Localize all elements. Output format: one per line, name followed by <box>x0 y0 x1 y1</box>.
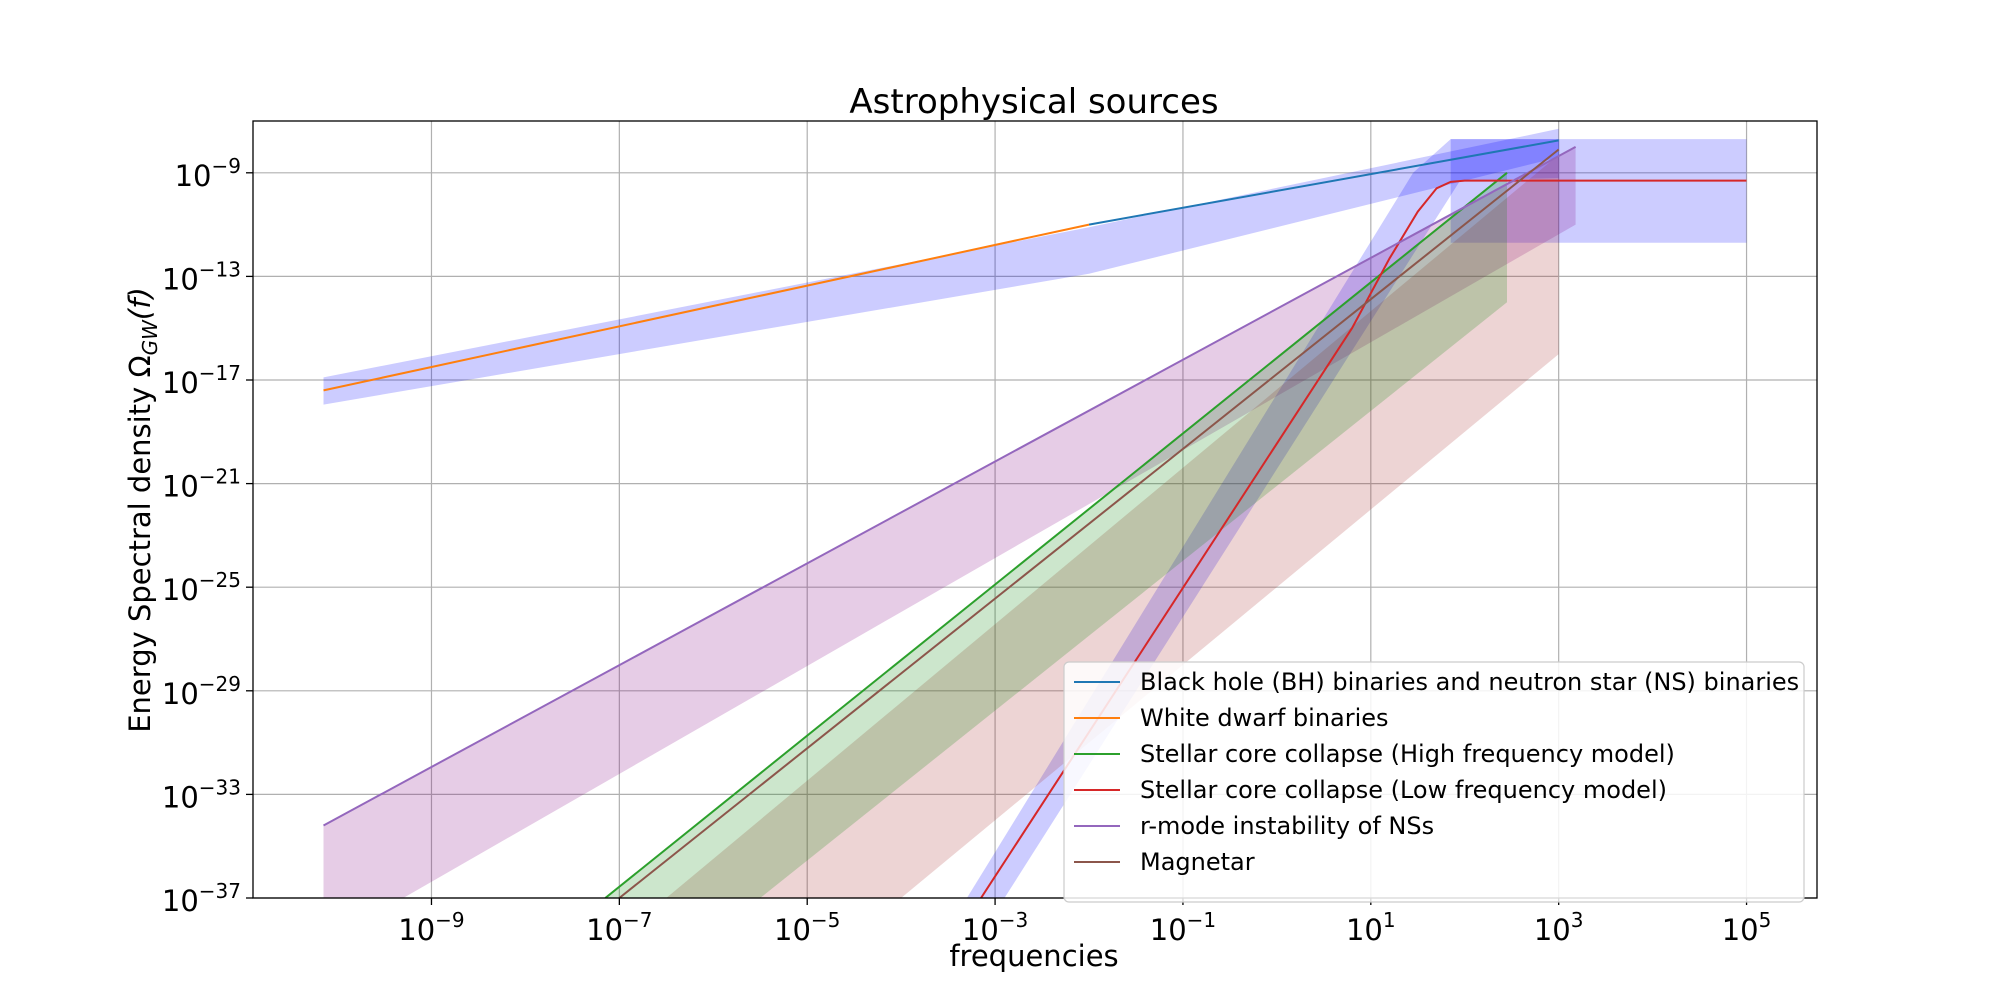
x-tick-label: 10−9 <box>398 908 464 947</box>
y-axis-label-main: Energy Spectral density Ω <box>123 355 157 732</box>
y-axis-label-arg: (f) <box>123 287 157 320</box>
y-axis-label-sub: GW <box>138 319 162 355</box>
legend-label: Black hole (BH) binaries and neutron sta… <box>1140 668 1799 696</box>
uncertainty-band <box>323 128 1559 405</box>
y-tick-label: 10−37 <box>162 879 241 918</box>
uncertainty-band <box>666 154 1559 898</box>
x-tick-label: 105 <box>1722 908 1772 947</box>
uncertainty-band <box>1450 139 1747 243</box>
legend: Black hole (BH) binaries and neutron sta… <box>1063 661 1805 903</box>
series-line <box>980 179 1747 898</box>
x-tick-label: 10−7 <box>586 908 652 947</box>
legend-label: r-mode instability of NSs <box>1140 812 1434 840</box>
y-tick-label: 10−17 <box>162 361 241 400</box>
y-axis-label: Energy Spectral density ΩGW(f) <box>123 287 162 733</box>
series-line <box>323 146 1577 827</box>
series-lines <box>323 139 1747 898</box>
x-tick-label: 101 <box>1346 908 1396 947</box>
series-line <box>604 172 1508 898</box>
legend-label: Stellar core collapse (Low frequency mod… <box>1140 776 1667 804</box>
y-tick-label: 10−21 <box>162 465 241 504</box>
y-axis-ticks: 10−9 10−13 10−17 10−21 10−25 10−29 10−33 10−37 <box>162 154 253 918</box>
chart-title: Astrophysical sources <box>849 82 1218 122</box>
series-line <box>323 223 1090 392</box>
legend-label: Stellar core collapse (High frequency mo… <box>1140 740 1675 768</box>
uncertainty-band <box>323 146 1576 898</box>
y-tick-label: 10−13 <box>162 257 241 296</box>
y-tick-label: 10−29 <box>162 672 241 711</box>
y-tick-label: 10−25 <box>162 568 241 607</box>
y-tick-label: 10−33 <box>162 775 241 814</box>
x-tick-label: 10−3 <box>962 908 1028 947</box>
series-line <box>1088 139 1559 226</box>
x-axis-label: frequencies <box>949 939 1118 973</box>
x-tick-label: 10−5 <box>774 908 840 947</box>
series-line <box>618 148 1560 898</box>
x-axis-ticks: 10−9 10−7 10−5 10−3 10−1 101 103 105 <box>398 898 1771 947</box>
x-tick-label: 103 <box>1534 908 1584 947</box>
x-tick-label: 10−1 <box>1150 908 1216 947</box>
legend-label: White dwarf binaries <box>1140 704 1389 732</box>
legend-box <box>1063 661 1805 903</box>
legend-label: Magnetar <box>1140 848 1255 876</box>
y-tick-label: 10−9 <box>175 154 241 193</box>
plot-frame <box>252 120 1818 899</box>
